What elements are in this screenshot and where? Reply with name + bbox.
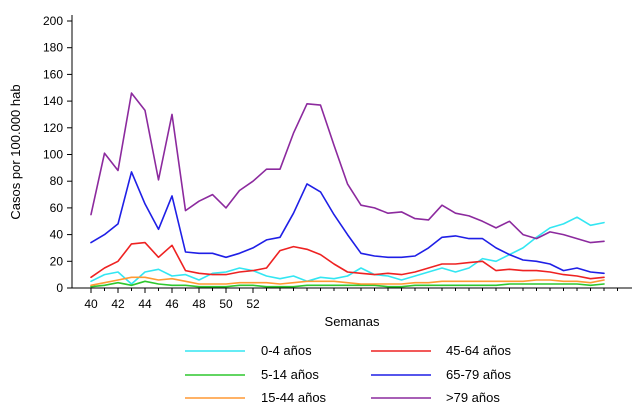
y-tick-label: 200: [43, 14, 63, 28]
y-tick-label: 40: [50, 228, 64, 242]
x-axis-title: Semanas: [325, 314, 380, 329]
series-line-2: [90, 276, 605, 287]
x-tick-label: 44: [138, 297, 152, 311]
legend-label: 15-44 años: [261, 390, 327, 405]
legend: 0-4 años 5-14 años 15-44 años 45-64 años 65-…: [185, 343, 512, 405]
series-line-4: [90, 171, 605, 275]
y-tick-label: 100: [43, 148, 63, 162]
y-tick-label: 160: [43, 67, 63, 81]
series-line-3: [90, 241, 605, 280]
y-tick-label: 180: [43, 41, 63, 55]
y-axis-title: Casos por 100.000 hab: [8, 84, 23, 219]
x-tick-label: 42: [111, 297, 125, 311]
x-tick-label: 40: [84, 297, 98, 311]
y-tick-label: 80: [50, 174, 64, 188]
x-ticks: 40 42 44 46 48 50 52: [84, 288, 618, 311]
legend-label: >79 años: [446, 390, 500, 405]
series-lines: [90, 92, 605, 288]
x-tick-label: 46: [165, 297, 179, 311]
y-tick-label: 20: [50, 254, 64, 268]
y-tick-label: 140: [43, 94, 63, 108]
x-axis: 40 42 44 46 48 50 52: [72, 287, 632, 311]
series-line-1: [90, 280, 605, 288]
legend-label: 65-79 años: [446, 367, 512, 382]
legend-label: 45-64 años: [446, 343, 512, 358]
x-tick-label: 50: [219, 297, 233, 311]
y-tick-label: 120: [43, 121, 63, 135]
y-tick-label: 0: [56, 281, 63, 295]
x-tick-label: 48: [192, 297, 206, 311]
series-line-5: [90, 92, 605, 244]
series-line-0: [90, 216, 605, 285]
y-ticks: 0 20 40 60 80 100 120 140 160 180 200: [43, 14, 72, 295]
y-axis: 0 20 40 60 80 100 120 140 160 180 200: [43, 14, 73, 295]
y-tick-label: 60: [50, 201, 64, 215]
x-tick-label: 52: [246, 297, 260, 311]
legend-label: 5-14 años: [261, 367, 319, 382]
legend-label: 0-4 años: [261, 343, 312, 358]
